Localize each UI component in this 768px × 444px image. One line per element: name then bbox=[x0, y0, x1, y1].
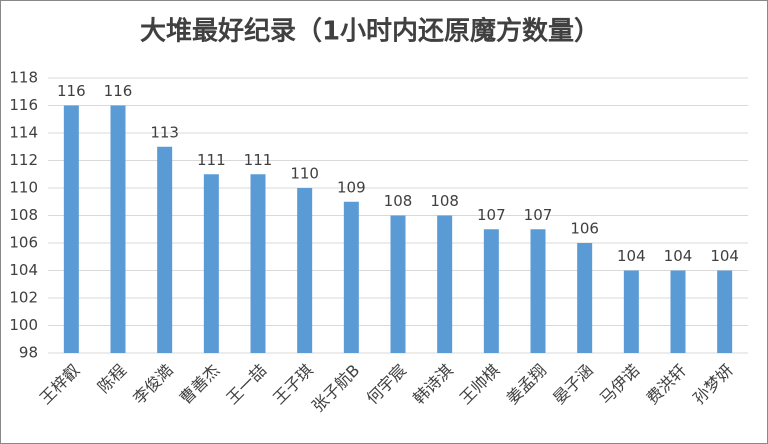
y-tick-label: 106 bbox=[9, 234, 38, 252]
data-label: 104 bbox=[664, 247, 693, 265]
data-label: 106 bbox=[570, 220, 599, 238]
y-tick-label: 104 bbox=[9, 261, 38, 279]
bar bbox=[530, 229, 546, 353]
data-label: 116 bbox=[104, 82, 133, 100]
bar bbox=[577, 243, 593, 353]
y-tick-label: 112 bbox=[9, 151, 38, 169]
y-tick-label: 98 bbox=[19, 344, 38, 362]
bar bbox=[203, 174, 219, 353]
y-tick-label: 102 bbox=[9, 289, 38, 307]
y-tick-label: 116 bbox=[9, 96, 38, 114]
bar bbox=[343, 201, 359, 353]
data-label: 107 bbox=[477, 206, 506, 224]
data-label: 108 bbox=[430, 192, 459, 210]
chart-title: 大堆最好纪录（1小时内还原魔方数量） bbox=[140, 16, 600, 47]
data-label: 116 bbox=[57, 82, 86, 100]
y-tick-label: 114 bbox=[9, 124, 38, 142]
y-tick-label: 118 bbox=[9, 69, 38, 87]
data-label: 108 bbox=[384, 192, 413, 210]
bar bbox=[63, 105, 79, 353]
data-label: 104 bbox=[617, 247, 646, 265]
data-label: 110 bbox=[290, 165, 319, 183]
bar bbox=[390, 215, 406, 353]
bar bbox=[437, 215, 453, 353]
bar bbox=[110, 105, 126, 353]
y-tick-label: 100 bbox=[9, 316, 38, 334]
data-label: 113 bbox=[150, 123, 179, 141]
y-tick-label: 108 bbox=[9, 206, 38, 224]
data-label: 107 bbox=[524, 206, 553, 224]
bar bbox=[483, 229, 499, 353]
data-label: 111 bbox=[197, 151, 226, 169]
bar bbox=[157, 146, 173, 353]
data-label: 104 bbox=[710, 247, 739, 265]
bar bbox=[670, 270, 686, 353]
bar bbox=[297, 188, 313, 353]
bar bbox=[717, 270, 733, 353]
bar bbox=[623, 270, 639, 353]
data-label: 109 bbox=[337, 178, 366, 196]
data-label: 111 bbox=[244, 151, 273, 169]
bar bbox=[250, 174, 266, 353]
y-tick-label: 110 bbox=[9, 179, 38, 197]
